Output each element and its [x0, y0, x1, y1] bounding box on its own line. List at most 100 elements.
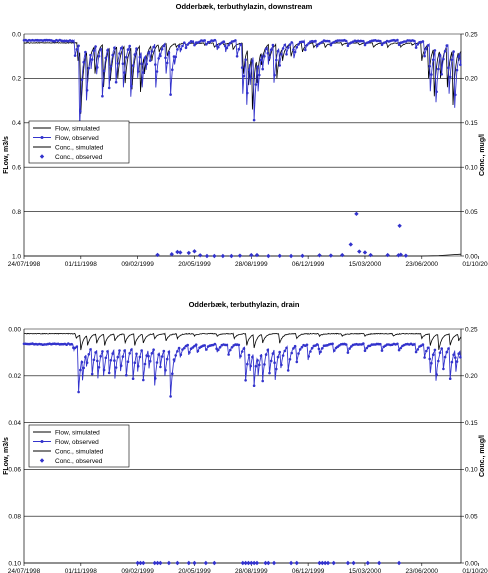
point-flow-observed — [101, 94, 104, 98]
point-flow-observed — [416, 348, 420, 351]
point-flow-observed — [125, 373, 128, 377]
point-flow-observed — [126, 48, 130, 51]
point-flow-observed — [280, 363, 283, 367]
point-conc-observed — [249, 252, 254, 258]
point-flow-observed — [193, 43, 196, 47]
point-flow-observed — [191, 40, 195, 43]
point-flow-observed — [261, 379, 265, 383]
point-flow-observed — [435, 373, 438, 376]
point-conc-observed — [354, 211, 359, 217]
point-flow-observed — [397, 43, 401, 47]
point-flow-observed — [292, 48, 295, 51]
point-flow-observed — [302, 40, 305, 44]
point-conc-observed — [155, 560, 160, 566]
point-flow-observed — [119, 364, 123, 368]
y-tick-label: 0.00 — [8, 326, 21, 333]
point-flow-observed — [147, 354, 150, 358]
legend-entry: Flow, observed — [55, 135, 99, 142]
y2-tick-label: 0.20 — [465, 373, 478, 380]
point-flow-observed — [177, 44, 181, 48]
x-tick-label: 24/07/1998 — [8, 261, 41, 268]
y-tick-label: 0.10 — [8, 560, 21, 567]
point-flow-observed — [297, 43, 300, 46]
point-flow-observed — [147, 51, 150, 55]
point-flow-observed — [218, 346, 222, 349]
point-flow-observed — [107, 371, 111, 375]
point-flow-observed — [448, 377, 452, 381]
point-flow-observed — [348, 347, 351, 350]
point-flow-observed — [222, 40, 225, 43]
point-flow-observed — [244, 58, 247, 61]
point-conc-observed — [212, 253, 217, 259]
point-flow-observed — [131, 64, 135, 67]
point-flow-observed — [111, 352, 114, 355]
point-flow-observed — [344, 39, 348, 43]
point-flow-observed — [344, 343, 348, 346]
point-conc-observed — [266, 560, 271, 566]
point-flow-observed — [421, 343, 425, 346]
y2-tick-label: 0.05 — [465, 514, 478, 521]
point-flow-observed — [281, 47, 285, 50]
point-flow-observed — [162, 44, 166, 48]
legend-swatch-marker — [40, 136, 44, 139]
legend-entry: Conc., observed — [55, 154, 103, 161]
point-flow-observed — [131, 377, 135, 381]
legend-entry: Conc., simulated — [55, 448, 104, 455]
point-flow-observed — [87, 353, 91, 356]
point-flow-observed — [143, 56, 147, 59]
point-conc-observed — [169, 252, 174, 257]
point-flow-observed — [136, 70, 140, 73]
legend-entry: Flow, simulated — [55, 429, 100, 436]
y-tick-label: 0.2 — [12, 76, 21, 83]
point-flow-observed — [150, 50, 154, 53]
point-conc-observed — [320, 560, 325, 566]
point-flow-observed — [448, 75, 452, 79]
point-flow-observed — [455, 68, 459, 72]
point-flow-observed — [80, 78, 84, 82]
point-flow-observed — [263, 363, 266, 366]
point-flow-observed — [362, 40, 365, 43]
point-flow-observed — [413, 343, 416, 346]
point-flow-observed — [380, 349, 384, 352]
point-flow-observed — [77, 44, 80, 48]
point-flow-observed — [413, 39, 416, 43]
point-flow-observed — [268, 56, 271, 59]
point-flow-observed — [327, 39, 331, 43]
point-conc-observed — [178, 250, 183, 255]
point-flow-observed — [426, 346, 430, 350]
legend-entry: Conc., observed — [55, 458, 103, 465]
point-flow-observed — [443, 49, 447, 53]
point-flow-observed — [329, 43, 333, 47]
point-flow-observed — [160, 47, 164, 51]
point-flow-observed — [119, 46, 123, 50]
point-flow-observed — [358, 343, 362, 346]
chart-panel-1: Odderbæk, terbuthylazin, downstream 0.0 0.… — [3, 2, 488, 268]
x-tick-label: 20/05/1999 — [178, 568, 211, 573]
point-flow-observed — [457, 352, 461, 356]
point-flow-observed — [167, 350, 171, 354]
point-flow-observed — [437, 67, 440, 71]
series-line-flow-simulated — [23, 41, 462, 114]
y2-axis-label: Conc., mug/l — [479, 435, 486, 477]
point-flow-observed — [89, 53, 92, 57]
point-flow-observed — [430, 73, 433, 76]
point-flow-observed — [155, 361, 159, 364]
point-flow-observed — [295, 360, 299, 364]
point-flow-observed — [85, 89, 89, 92]
point-flow-observed — [96, 66, 99, 69]
point-flow-observed — [183, 41, 186, 44]
point-conc-observed — [155, 252, 160, 258]
point-flow-observed — [140, 62, 143, 65]
point-flow-observed — [459, 63, 462, 67]
point-flow-observed — [259, 354, 263, 358]
point-flow-observed — [172, 358, 176, 361]
point-flow-observed — [130, 348, 133, 352]
point-flow-observed — [181, 348, 184, 351]
point-flow-observed — [213, 342, 217, 346]
point-flow-observed — [379, 342, 382, 346]
point-conc-observed — [322, 560, 328, 566]
point-flow-observed — [227, 353, 230, 356]
point-flow-observed — [229, 41, 232, 45]
point-conc-observed — [398, 252, 403, 257]
point-flow-observed — [140, 349, 143, 352]
